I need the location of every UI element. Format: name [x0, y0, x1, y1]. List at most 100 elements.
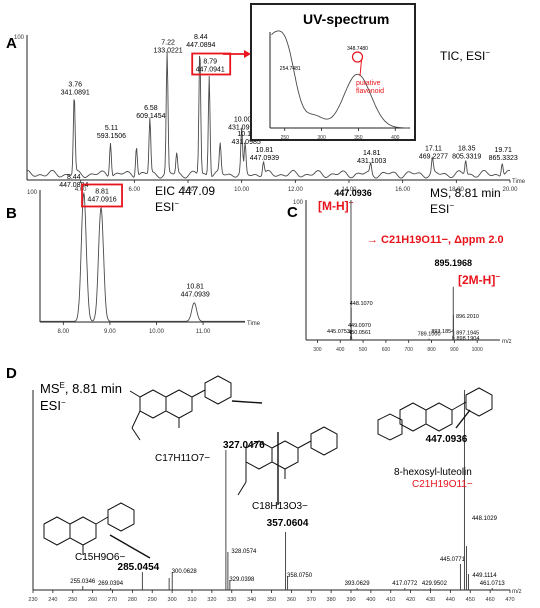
x-tick-label: 300 — [313, 347, 322, 353]
peak-rt-label: 10.81 — [256, 147, 274, 154]
peak-rt-label: 10.13 — [237, 131, 255, 138]
x-tick-label: 280 — [128, 597, 137, 603]
peak-mz-label: 341.0891 — [61, 90, 90, 97]
tic-trace — [27, 51, 511, 179]
peak-rt-label: 8.79 — [203, 59, 217, 66]
mse-peak-label: 448.1029 — [472, 516, 498, 522]
ms-peak-label: 898.1904 — [456, 336, 479, 342]
mse-peak-label: 429.9502 — [422, 581, 448, 587]
tic-chart: 4.00 6.00 8.00 10.00 12.00 14.00 16.00 18.00 20.… — [14, 34, 526, 193]
mse-peak-label: 300.0628 — [172, 569, 198, 575]
x-tick-label: 14.00 — [341, 187, 357, 193]
x-tick-label: 10.00 — [234, 187, 250, 193]
mse-peak-label: 357.0604 — [267, 518, 309, 529]
inset-arrow-head — [244, 50, 251, 58]
compound-name: 8-hexosyl-luteolin — [394, 467, 472, 478]
peak-mz-label: 447.0916 — [87, 196, 116, 203]
y-tick-label: 100 — [14, 35, 25, 41]
ms-peak-label: 893.1854 — [431, 329, 454, 335]
mse-peak-label: 255.0346 — [70, 579, 96, 585]
uv-annotation-line2: flavonoid — [356, 88, 384, 95]
uv-peak-label: 254.7481 — [280, 66, 301, 72]
peak-mz-label: 447.0939 — [181, 292, 210, 299]
x-tick-label: 420 — [406, 597, 415, 603]
peak-mz-label: 431.0985 — [232, 139, 261, 146]
x-tick-label: 11.00 — [196, 329, 211, 335]
x-tick-label: 9.00 — [104, 329, 116, 335]
x-tick-label: 4.00 — [75, 187, 87, 193]
peak-rt-label: 5.11 — [105, 125, 118, 132]
ion-m-h-label: [M-H]− — [318, 198, 354, 213]
peak-rt-label: 10.81 — [186, 284, 204, 291]
ms-peak-label: 897.1945 — [456, 331, 479, 337]
x-tick-label: 320 — [207, 597, 216, 603]
panel-c-note2: ESI− — [430, 201, 454, 216]
peak-mz-label: 469.2277 — [419, 154, 448, 161]
uv-peak-label: 348.7480 — [347, 46, 368, 52]
x-tick-label: 400 — [366, 597, 375, 603]
panel-a-note: TIC, ESI− — [440, 48, 490, 63]
x-tick-label: 16.00 — [395, 187, 411, 193]
y-tick-label: 100 — [27, 190, 38, 196]
structure-2 — [237, 426, 338, 496]
peak-mz-label: 447.0941 — [196, 67, 225, 74]
uv-spectrum-inset: UV-spectrum 250 300 350 400 254.7481 348.7480… — [250, 3, 416, 141]
x-tick-label: 230 — [28, 597, 37, 603]
x-tick-label: 20.00 — [502, 187, 518, 193]
peak-rt-label: 3.76 — [68, 82, 82, 89]
luteolin-structure-3 — [43, 502, 135, 555]
x-tick-label: 450 — [466, 597, 475, 603]
ms-peak-label: 450.0561 — [348, 330, 371, 336]
mse-peak-label: 329.0398 — [229, 577, 255, 583]
mse-peak-label: 285.0454 — [118, 562, 160, 573]
panel-a: A TIC, ESI− 4.00 6.00 8.00 10.00 12.00 14.00 1… — [6, 34, 526, 193]
x-axis-label: Time — [247, 321, 261, 327]
peak-mz-label: 447.0894 — [59, 182, 88, 189]
x-tick-label: 430 — [426, 597, 435, 603]
peak-rt-label: 8.81 — [95, 188, 109, 195]
y-tick-label: 100 — [293, 200, 304, 206]
peak-mz-label: 447.0939 — [250, 155, 279, 162]
x-tick-label: 600 — [382, 347, 391, 353]
mse-peak-label: 447.0936 — [426, 434, 468, 445]
ms-peak-label: 447.0936 — [334, 188, 372, 198]
ms-peak-label: 448.1070 — [350, 301, 373, 307]
panel-d: D MSE, 8.81 min ESI− 230 240 250 260 270 280 2… — [6, 365, 522, 603]
peak-rt-label: 17.11 — [425, 146, 442, 153]
x-tick-label: 6.00 — [128, 187, 140, 193]
x-tick-label: 290 — [148, 597, 157, 603]
mse-peak-label: 445.0771 — [440, 557, 466, 563]
x-tick-label: 460 — [486, 597, 495, 603]
uv-spectrum-chart: 250 300 350 400 254.7481 348.7480 — [269, 30, 410, 141]
x-tick-label: 300 — [317, 135, 326, 141]
peak-mz-label: 609.1454 — [136, 113, 165, 120]
x-tick-label: 400 — [336, 347, 345, 353]
x-tick-label: 1000 — [472, 347, 483, 353]
x-tick-label: 800 — [427, 347, 436, 353]
annotation-arrows — [109, 400, 471, 559]
peak-rt-label: 14.81 — [363, 150, 381, 157]
mse-peak-label: 328.0574 — [231, 549, 257, 555]
x-tick-label: 700 — [405, 347, 414, 353]
mse-chart: 230 240 250 260 270 280 290 300 310 320 330 340 350 3… — [28, 390, 522, 603]
peak-rt-label: 19.71 — [494, 147, 512, 154]
ms-peak-label: 895.1968 — [434, 258, 472, 268]
highlight-box — [81, 183, 123, 208]
x-tick-label: 310 — [187, 597, 196, 603]
uv-peak-marker — [351, 51, 364, 63]
x-tick-label: 260 — [88, 597, 97, 603]
panel-c-note: MS, 8.81 min — [430, 186, 501, 200]
peak-rt-label: 8.44 — [67, 174, 81, 181]
x-tick-label: 500 — [359, 347, 368, 353]
formula-c17: C17H11O7− — [155, 453, 210, 464]
x-tick-label: 300 — [168, 597, 177, 603]
panel-d-letter: D — [6, 365, 17, 382]
peak-mz-label: 431.0997 — [228, 125, 257, 132]
x-axis-label: Time — [512, 179, 526, 185]
uv-annotation-line1: putative — [356, 80, 381, 87]
mse-peak-label: 461.0713 — [480, 581, 506, 587]
uv-inset-frame — [250, 3, 416, 141]
uv-inset-title: UV-spectrum — [303, 11, 389, 27]
eic-trace — [40, 191, 245, 322]
